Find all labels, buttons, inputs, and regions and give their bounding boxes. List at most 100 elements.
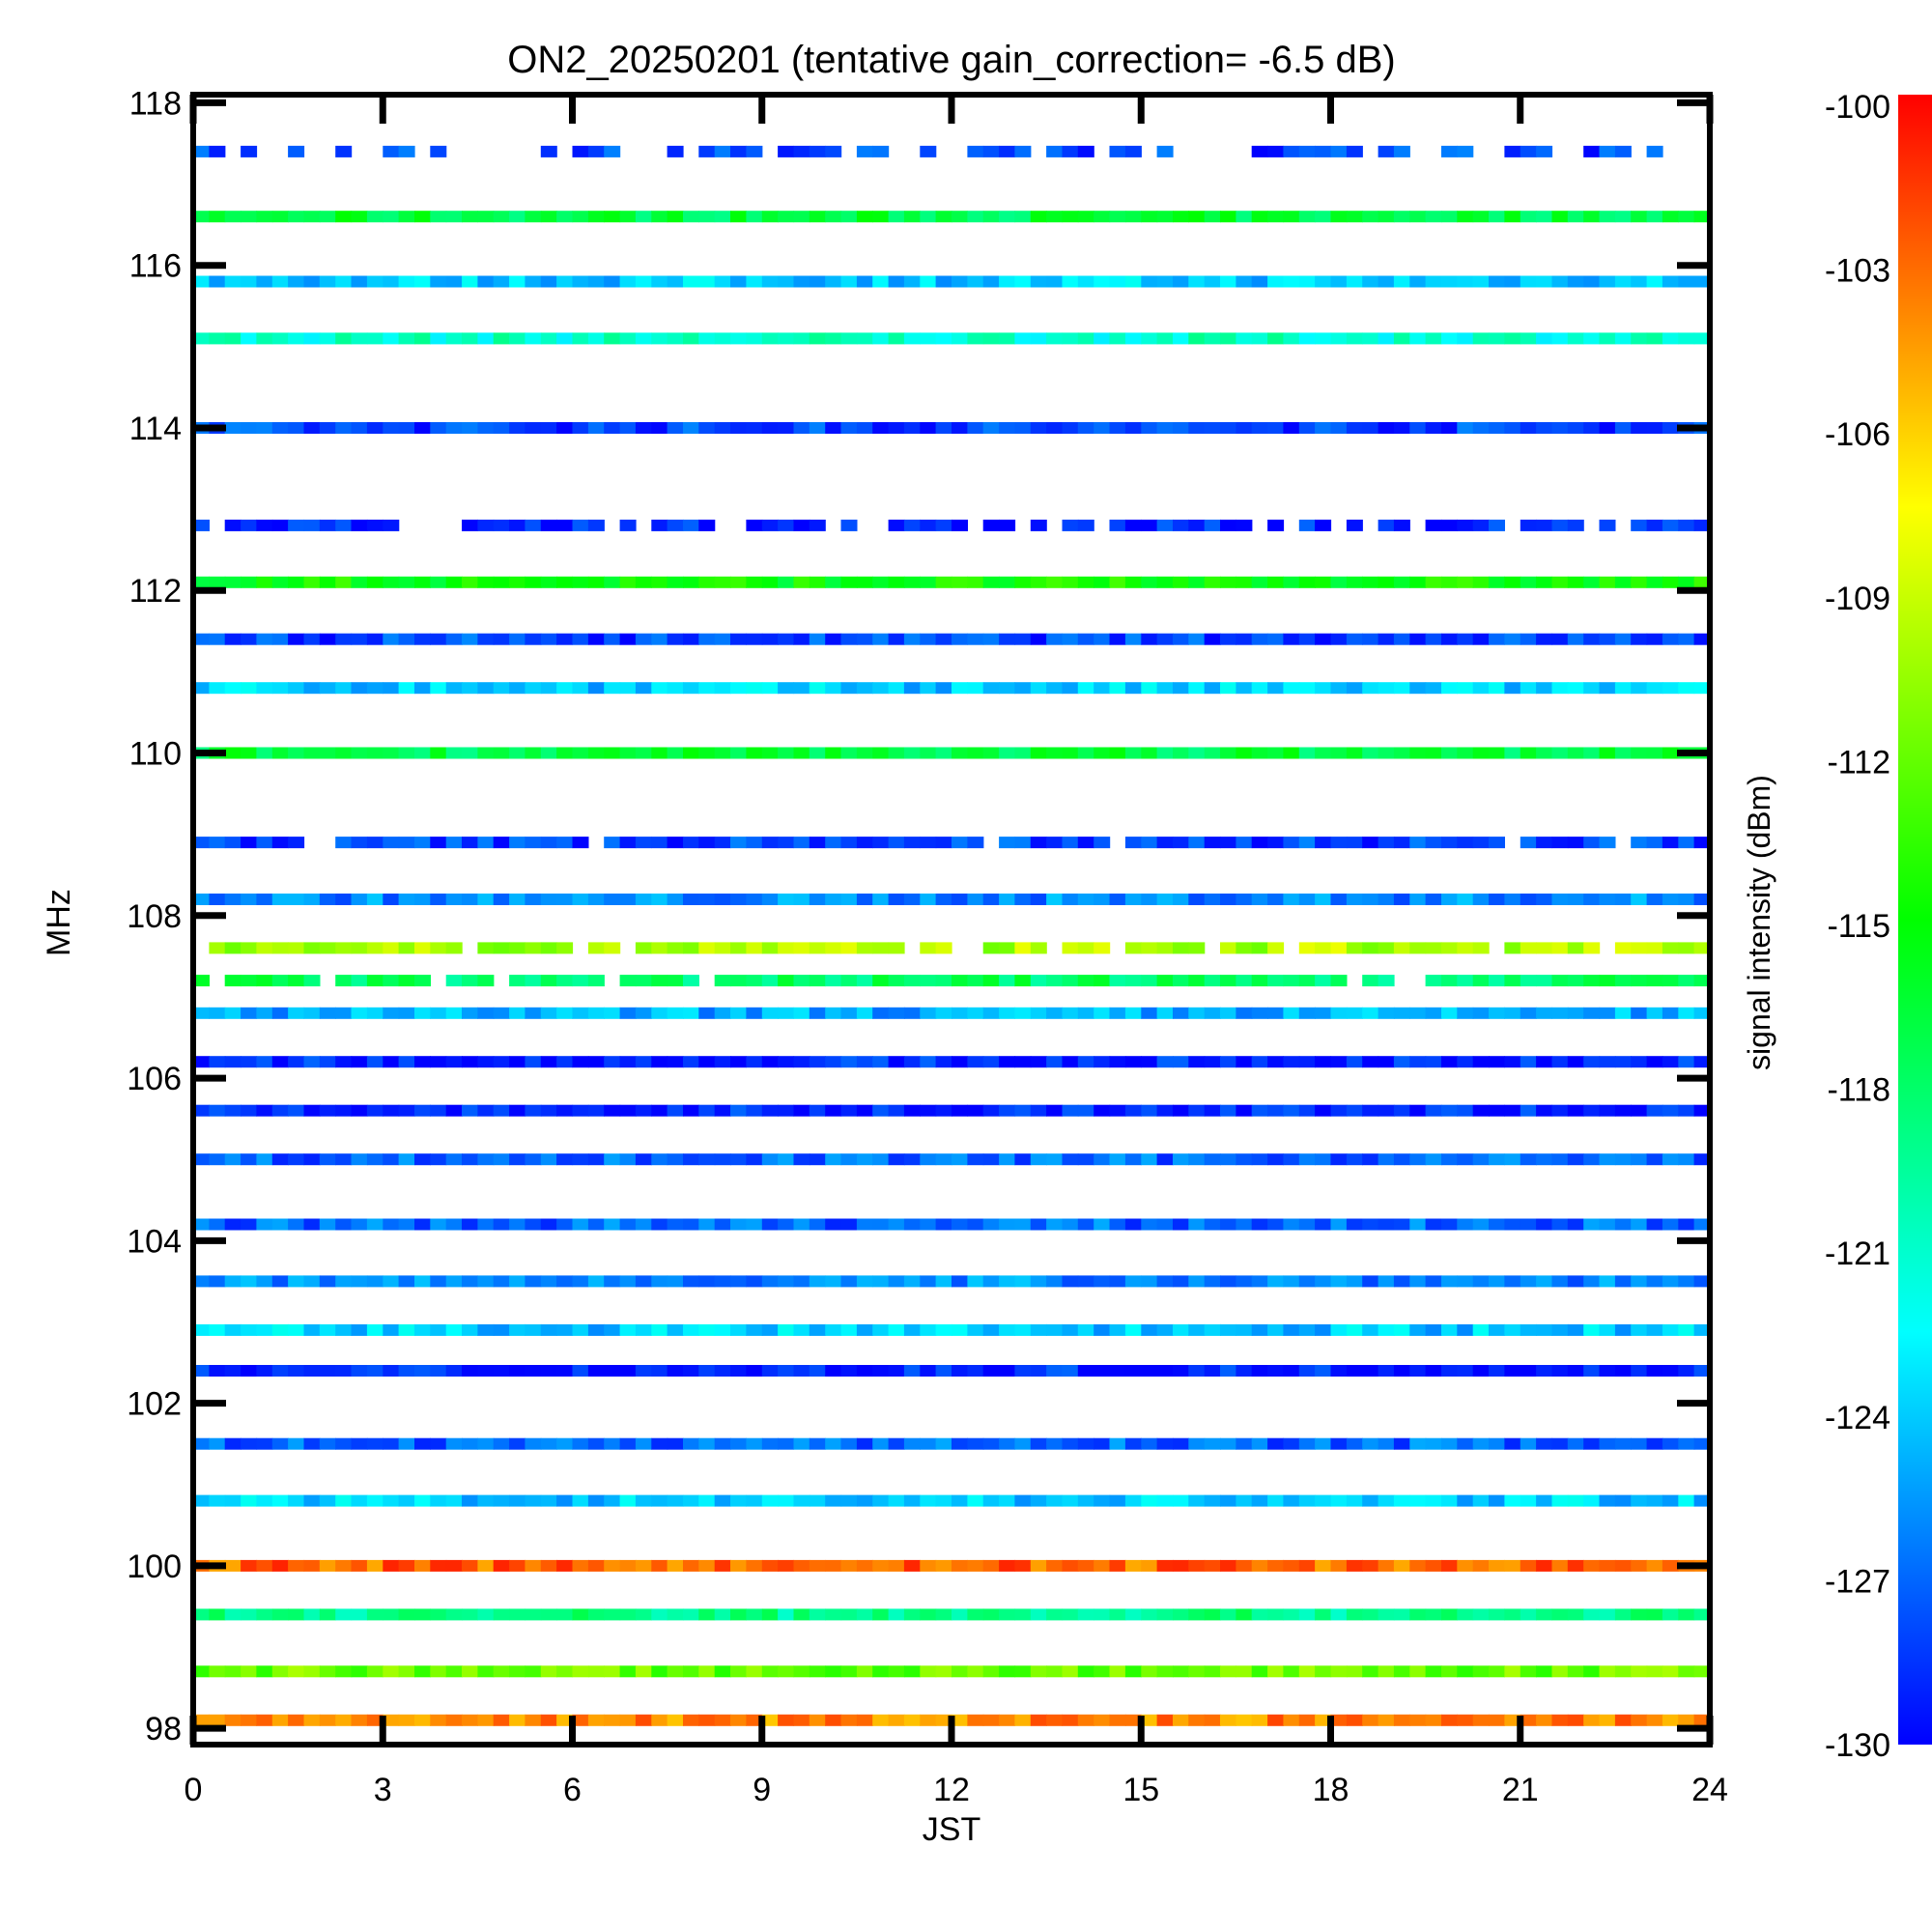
heatmap-cell <box>1173 1218 1189 1231</box>
heatmap-cell <box>1472 1218 1490 1231</box>
heatmap-cell <box>1236 837 1253 849</box>
heatmap-cell <box>525 519 542 531</box>
heatmap-cell <box>241 942 258 954</box>
heatmap-cell <box>1614 1104 1632 1117</box>
heatmap-cell <box>398 1494 415 1507</box>
heatmap-cell <box>840 747 858 759</box>
heatmap-cell <box>1409 1275 1427 1288</box>
heatmap-cell <box>982 1437 1000 1450</box>
heatmap-cell <box>430 332 447 345</box>
heatmap-cell <box>793 1056 810 1068</box>
heatmap-cell <box>761 211 779 223</box>
heatmap-cell <box>1583 747 1601 759</box>
heatmap-cell <box>683 1153 699 1166</box>
heatmap-cell <box>1678 1365 1695 1377</box>
heatmap-cell <box>1156 1559 1174 1572</box>
heatmap-cell <box>1236 1665 1253 1678</box>
heatmap-cell <box>920 894 937 905</box>
heatmap-cell <box>540 1275 557 1288</box>
heatmap-cell <box>856 275 873 288</box>
heatmap-cell <box>1141 942 1158 954</box>
heatmap-cell <box>1472 422 1490 434</box>
heatmap-cell <box>667 1365 684 1377</box>
heatmap-cell <box>288 894 305 905</box>
heatmap-cell <box>241 275 258 288</box>
heatmap-cell <box>1678 519 1695 531</box>
heatmap-cell <box>999 1275 1016 1288</box>
heatmap-cell <box>999 1323 1016 1336</box>
heatmap-cell <box>920 275 937 288</box>
heatmap-cell <box>1678 1056 1695 1068</box>
heatmap-cell <box>761 1218 779 1231</box>
heatmap-cell <box>445 1056 463 1068</box>
heatmap-cell <box>888 1056 905 1068</box>
heatmap-cell <box>335 1275 353 1288</box>
heatmap-cell <box>1298 519 1316 531</box>
heatmap-cell <box>1409 422 1427 434</box>
heatmap-cell <box>1315 682 1332 695</box>
heatmap-cell <box>1362 1665 1379 1678</box>
heatmap-cell <box>651 1218 668 1231</box>
heatmap-cell <box>1583 1153 1601 1166</box>
heatmap-cell <box>209 1323 226 1336</box>
heatmap-cell <box>1520 1275 1537 1288</box>
heatmap-cell <box>872 1153 890 1166</box>
heatmap-cell <box>1583 422 1601 434</box>
heatmap-cell <box>635 1365 652 1377</box>
heatmap-cell <box>604 211 621 223</box>
heatmap-cell <box>683 1559 699 1572</box>
heatmap-cell <box>303 1056 321 1068</box>
heatmap-cell <box>1109 1665 1126 1678</box>
heatmap-cell <box>967 1559 984 1572</box>
heatmap-cell <box>319 1437 336 1450</box>
heatmap-cell <box>1188 1365 1206 1377</box>
heatmap-cell <box>888 975 905 987</box>
heatmap-cell <box>667 1056 684 1068</box>
heatmap-cell <box>462 275 478 288</box>
heatmap-cell <box>1124 1665 1142 1678</box>
heatmap-cell <box>888 1494 905 1507</box>
heatmap-cell <box>1583 633 1601 645</box>
heatmap-cell <box>477 1365 495 1377</box>
heatmap-cell <box>825 1323 842 1336</box>
heatmap-cell <box>1646 1007 1663 1019</box>
heatmap-cell <box>1441 519 1458 531</box>
heatmap-cell <box>982 1559 1000 1572</box>
heatmap-cell <box>540 145 557 157</box>
heatmap-cell <box>1156 1437 1174 1450</box>
heatmap-cell <box>525 1714 542 1726</box>
heatmap-cell <box>872 837 890 849</box>
heatmap-cell <box>1346 942 1363 954</box>
heatmap-cell <box>288 1365 305 1377</box>
heatmap-cell <box>1662 942 1679 954</box>
heatmap-cell <box>1062 682 1079 695</box>
heatmap-cell <box>335 1365 353 1377</box>
heatmap-cell <box>683 975 699 987</box>
heatmap-cell <box>1520 211 1537 223</box>
heatmap-cell <box>1283 1218 1300 1231</box>
heatmap-cell <box>1504 1714 1521 1726</box>
heatmap-cell <box>224 942 242 954</box>
heatmap-cell <box>619 1153 637 1166</box>
heatmap-cell <box>445 837 463 849</box>
heatmap-cell <box>303 1153 321 1166</box>
heatmap-cell <box>1646 211 1663 223</box>
heatmap-cell <box>303 1007 321 1019</box>
heatmap-cell <box>1551 1437 1569 1450</box>
heatmap-cell <box>209 1153 226 1166</box>
heatmap-cell <box>462 422 478 434</box>
heatmap-cell <box>1599 1608 1616 1621</box>
heatmap-cell <box>1472 682 1490 695</box>
heatmap-cell <box>1536 519 1553 531</box>
heatmap-cell <box>683 1437 699 1450</box>
heatmap-cell <box>1188 1218 1206 1231</box>
heatmap-cell <box>999 1007 1016 1019</box>
heatmap-cell <box>1077 1665 1094 1678</box>
heatmap-cell <box>256 1714 273 1726</box>
heatmap-cell <box>1109 1153 1126 1166</box>
heatmap-cell <box>903 1494 921 1507</box>
heatmap-cell <box>1077 1365 1094 1377</box>
heatmap-cell <box>651 1323 668 1336</box>
heatmap-cell <box>635 1608 652 1621</box>
heatmap-cell <box>1362 633 1379 645</box>
